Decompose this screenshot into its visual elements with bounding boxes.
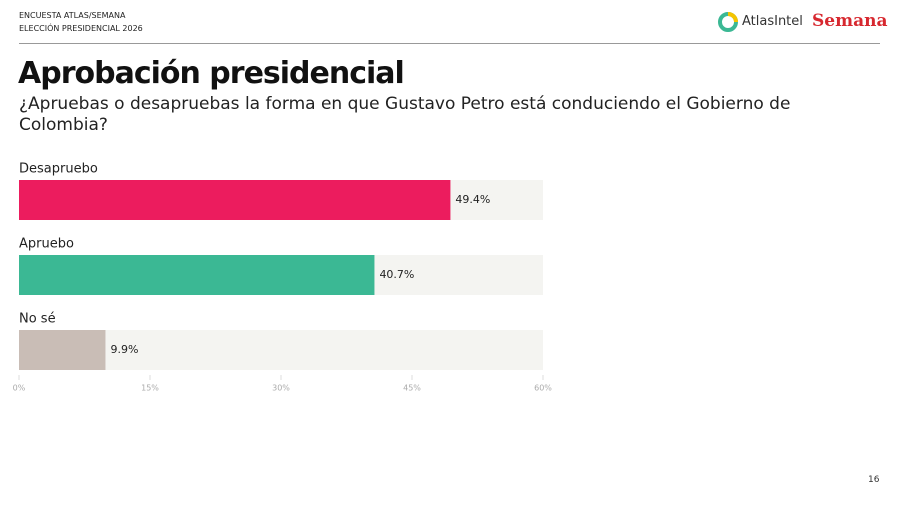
value-label: 9.9% [110,343,138,356]
atlas-icon [718,12,738,32]
chart: Desapruebo 49.4% Apruebo 40.7% No sé 9.9% 0% 15… [13,162,553,393]
x-tick-label: 0% [13,384,26,393]
divider [19,43,880,44]
category-label: Apruebo [19,237,74,252]
value-label: 49.4% [455,193,490,206]
x-tick-label: 45% [403,384,421,393]
chart-subtitle: ¿Apruebas o desapruebas la forma en que … [19,94,791,135]
source-line: ENCUESTA ATLAS/SEMANA [19,11,126,20]
x-tick-label: 30% [272,384,290,393]
bar [19,255,375,295]
bar [19,180,451,220]
x-tick-label: 15% [141,384,159,393]
category-label: Desapruebo [19,162,98,177]
bar-track [19,330,543,370]
bar [19,330,106,370]
category-label: No sé [19,312,56,327]
logo-semana: Semana [812,11,888,31]
page-number: 16 [868,475,880,485]
value-label: 40.7% [379,268,414,281]
x-tick-label: 60% [534,384,552,393]
chart-title: Aprobación presidencial [18,56,405,91]
logo-atlas: AtlasIntel [742,14,803,29]
source-line: ELECCIÓN PRESIDENCIAL 2026 [19,24,143,33]
